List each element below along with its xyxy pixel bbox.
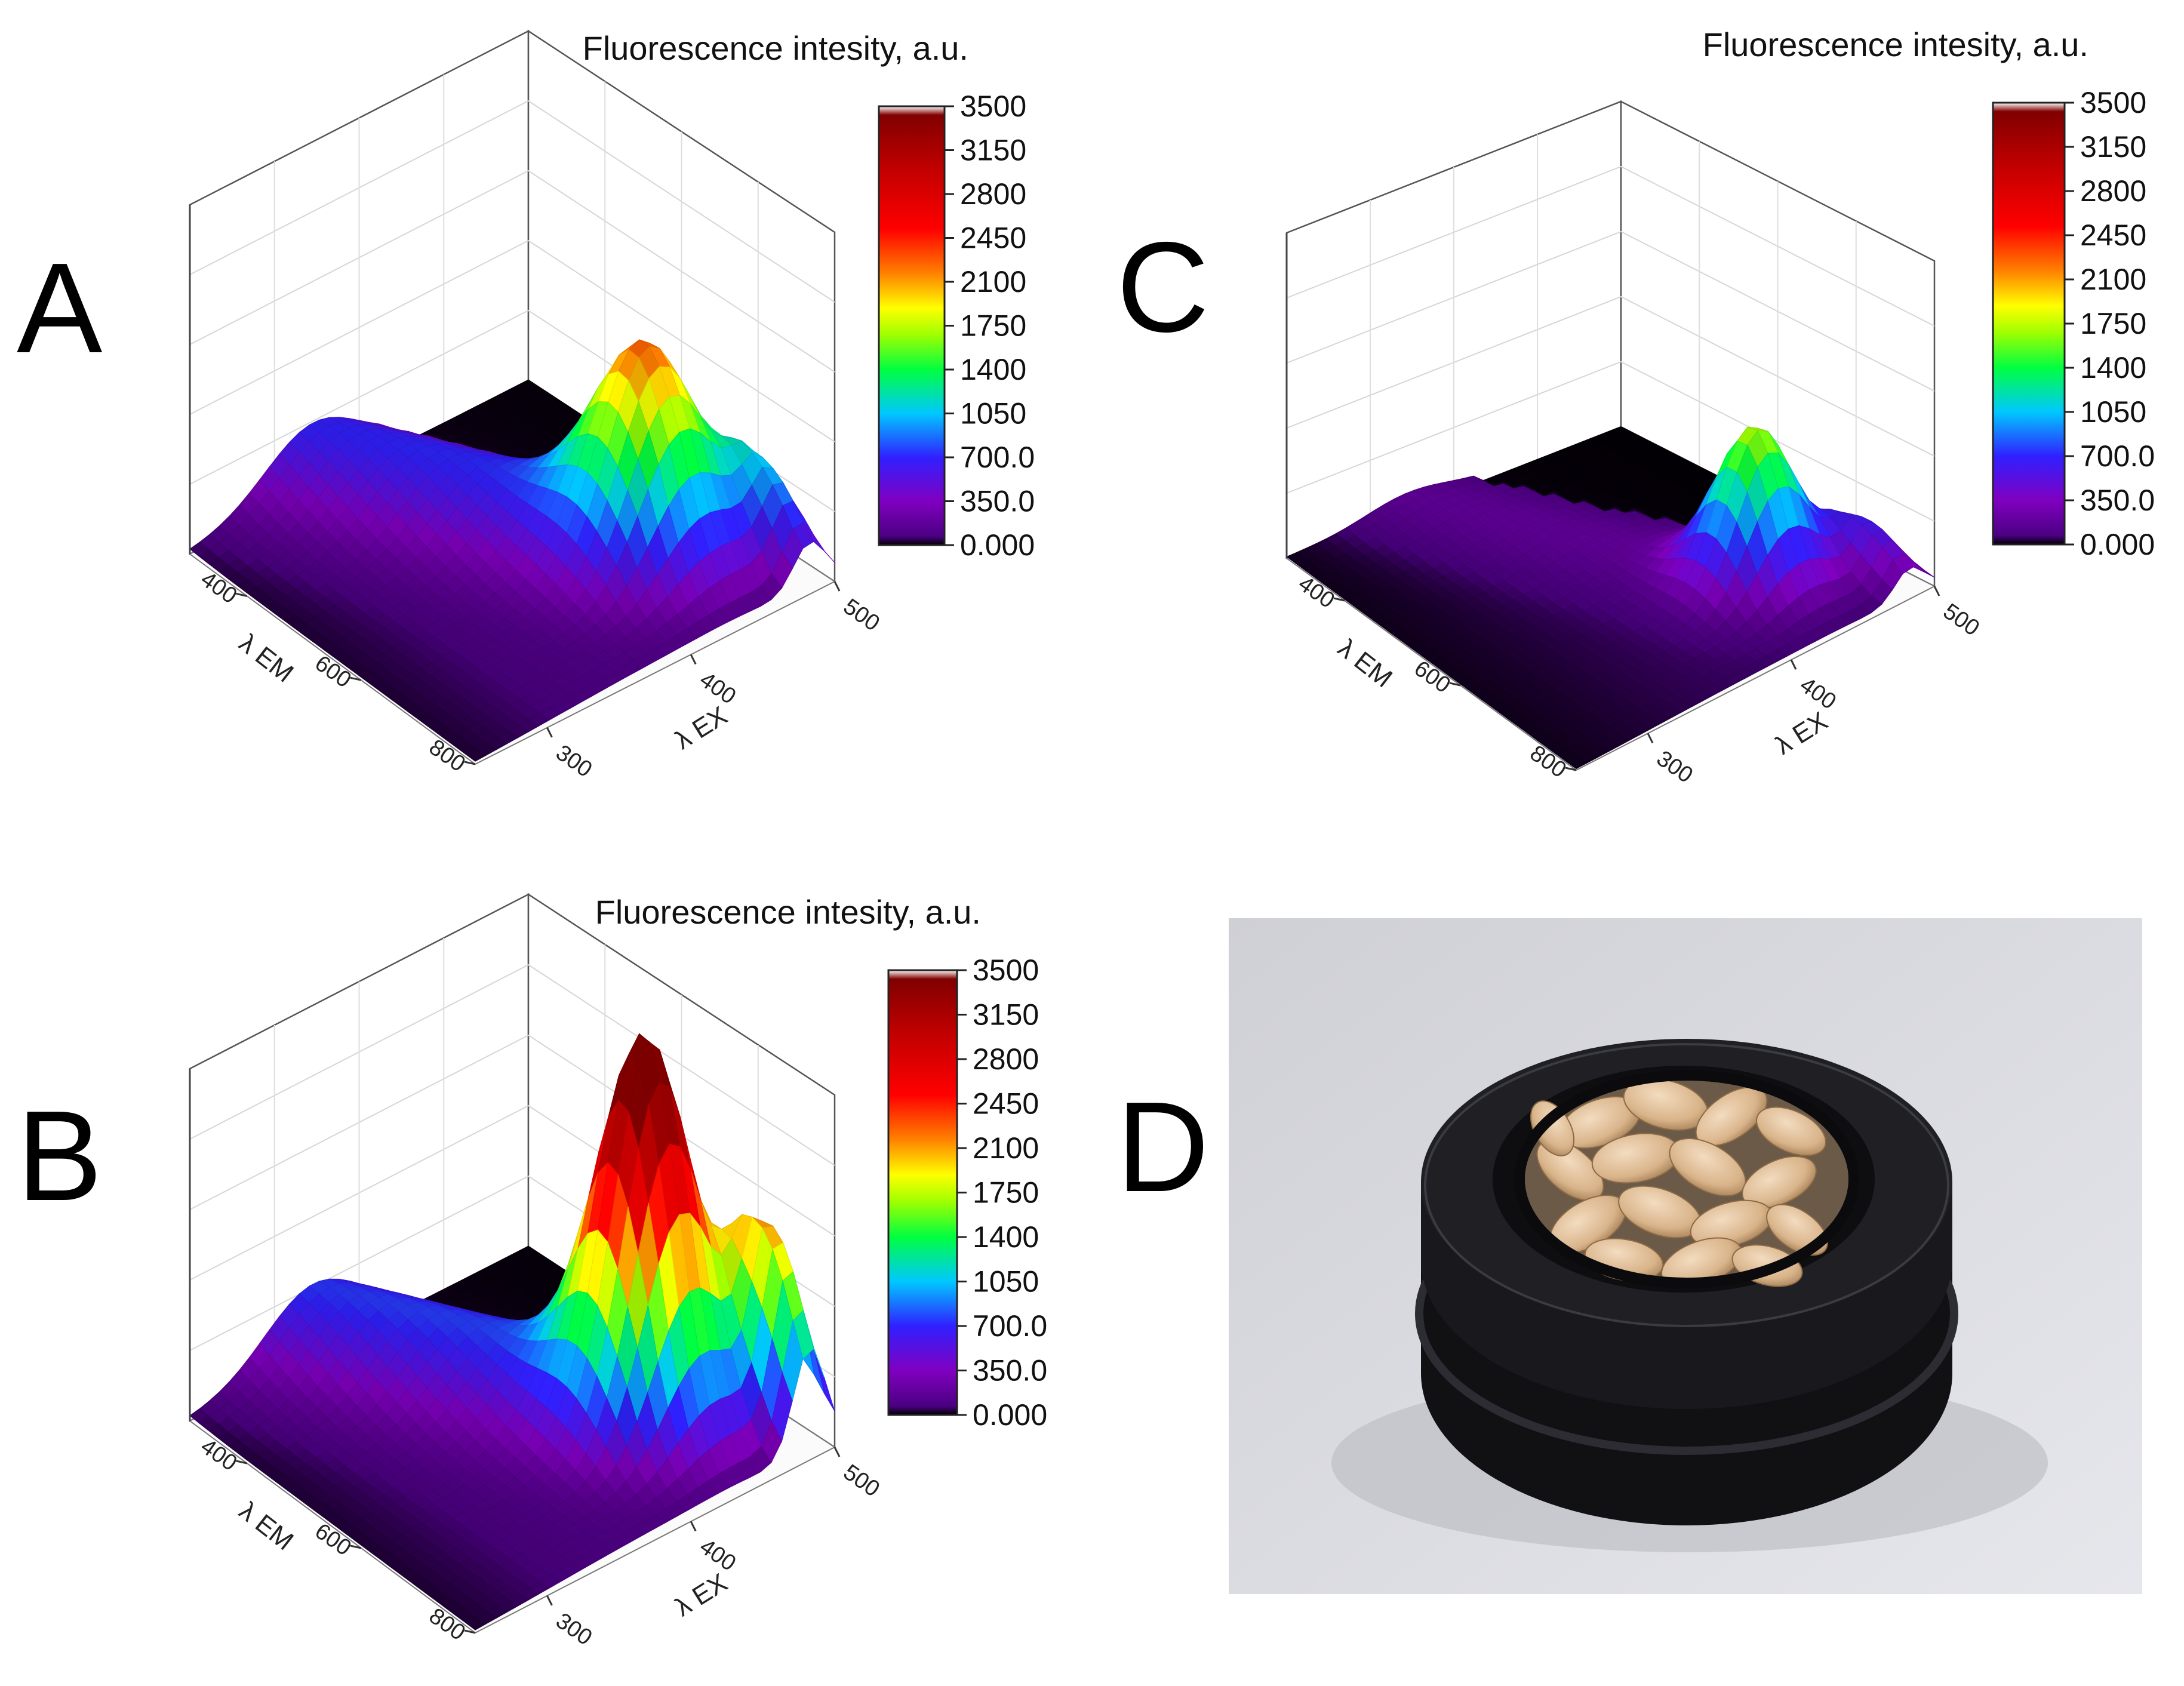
ex-tick-label: 500 (1939, 599, 1984, 641)
ex-tick-mark (1933, 586, 1940, 596)
wall-gridline-c (1286, 296, 1935, 457)
ex-tick-mark (833, 581, 841, 592)
ex-tick-mark (546, 727, 553, 738)
panel-letter-c: C (1116, 215, 1209, 359)
holder-highlight (1424, 1043, 1949, 1327)
colorbar-tick-label: 3500 (973, 953, 1039, 987)
colorbar-tick-label: 2800 (960, 177, 1026, 211)
em-tick-mark (464, 761, 476, 765)
wall-gridline-a (189, 239, 835, 442)
ex-axis-label: λ EX (670, 701, 733, 755)
em-axis-label: λ EM (233, 628, 299, 688)
panel-letter-d: D (1116, 1075, 1209, 1219)
ex-tick-mark (690, 1521, 697, 1532)
colorbar-title-a: Fluorescence intesity, a.u. (583, 29, 968, 67)
colorbar-tick-label: 3150 (973, 998, 1039, 1032)
colorbar-tick-label: 3150 (960, 134, 1026, 167)
colorbar-tick-label: 0.000 (960, 528, 1035, 562)
ex-tick-mark (1790, 659, 1797, 670)
em-tick-mark (350, 676, 362, 681)
photo-sample-holder (1229, 918, 2142, 1594)
panel-letter-a: A (17, 236, 102, 380)
colorbar-b (887, 969, 958, 1416)
colorbar-a (878, 105, 946, 546)
colorbar-tick-label: 2800 (973, 1042, 1039, 1076)
wheat-grain (1756, 1106, 1826, 1156)
colorbar-tick-label: 3500 (960, 90, 1026, 123)
em-axis-label: λ EM (233, 1496, 299, 1556)
wall-gridline-b (189, 964, 835, 1166)
surface-b (189, 1033, 835, 1630)
wheat-grain (1742, 1156, 1817, 1208)
em-axis-label: λ EM (1333, 633, 1398, 693)
ex-tick-mark (1647, 733, 1654, 744)
colorbar-c (1992, 101, 2066, 546)
colorbar-tick-label: 0.000 (2080, 528, 2155, 561)
wall-gridline-c (1286, 361, 1935, 522)
colorbar-tick-label: 1050 (973, 1265, 1039, 1299)
colorbar-tick-label: 350.0 (960, 485, 1035, 518)
colorbar-tick-label: 350.0 (973, 1354, 1047, 1387)
ex-tick-label: 500 (839, 1460, 884, 1502)
colorbar-tick-label: 1750 (973, 1176, 1039, 1210)
colorbar-tick-label: 0.000 (973, 1398, 1047, 1432)
ex-axis-label: λ EX (1770, 706, 1833, 761)
colorbar-title-b: Fluorescence intesity, a.u. (595, 893, 981, 931)
colorbar-tick-label: 2450 (960, 221, 1026, 255)
em-tick-mark (1565, 767, 1577, 771)
colorbar-tick-label: 2100 (973, 1131, 1039, 1165)
wall-gridline-c (1286, 230, 1935, 392)
em-tick-mark (464, 1629, 476, 1634)
colorbar-tick-label: 1400 (960, 353, 1026, 386)
colorbar-tick-label: 2100 (960, 265, 1026, 299)
colorbar-tick-label: 2100 (2080, 263, 2146, 296)
em-tick-mark (1333, 597, 1345, 602)
wall-gridline-a (189, 100, 835, 303)
colorbar-tick-label: 2800 (2080, 174, 2146, 208)
colorbar-tick-label: 350.0 (2080, 484, 2155, 517)
surface-cell (1565, 756, 1588, 770)
ex-tick-label: 300 (1652, 746, 1697, 788)
colorbar-tick-label: 1050 (960, 397, 1026, 430)
surface-cell (465, 748, 487, 762)
ex-tick-label: 500 (839, 594, 884, 636)
em-tick-mark (236, 592, 247, 597)
surface-c (1286, 426, 1935, 770)
colorbar-tick-label: 1400 (973, 1220, 1039, 1254)
colorbar-tick-label: 700.0 (973, 1309, 1047, 1343)
ex-tick-mark (546, 1595, 553, 1606)
ex-tick-label: 300 (551, 740, 596, 783)
wheat-grains (1530, 1078, 1828, 1288)
surface-a (189, 339, 835, 762)
colorbar-tick-label: 1400 (2080, 351, 2146, 384)
ex-axis-label: λ EX (670, 1568, 733, 1622)
panel-letter-b: B (17, 1084, 102, 1227)
surface-cell (465, 1616, 487, 1630)
colorbar-tick-label: 700.0 (2080, 439, 2155, 473)
ex-tick-mark (690, 654, 697, 665)
colorbar-tick-label: 2450 (2080, 219, 2146, 252)
colorbar-tick-label: 3150 (2080, 130, 2146, 164)
colorbar-tick-label: 3500 (2080, 86, 2146, 119)
wall-gridline-b (189, 1034, 835, 1236)
em-tick-mark (350, 1545, 362, 1549)
em-tick-mark (236, 1460, 247, 1465)
colorbar-tick-label: 2450 (973, 1087, 1039, 1121)
em-tick-mark (1449, 682, 1461, 687)
holder-window-rim (1514, 1070, 1859, 1288)
colorbar-tick-label: 1750 (2080, 307, 2146, 340)
colorbar-title-c: Fluorescence intesity, a.u. (1703, 26, 2088, 63)
wall-gridline-a (189, 170, 835, 373)
ex-tick-label: 300 (551, 1608, 596, 1651)
ex-tick-mark (833, 1447, 841, 1457)
colorbar-tick-label: 1750 (960, 309, 1026, 343)
colorbar-tick-label: 700.0 (960, 441, 1035, 474)
colorbar-tick-label: 1050 (2080, 395, 2146, 429)
wall-gridline-c (1286, 165, 1935, 327)
